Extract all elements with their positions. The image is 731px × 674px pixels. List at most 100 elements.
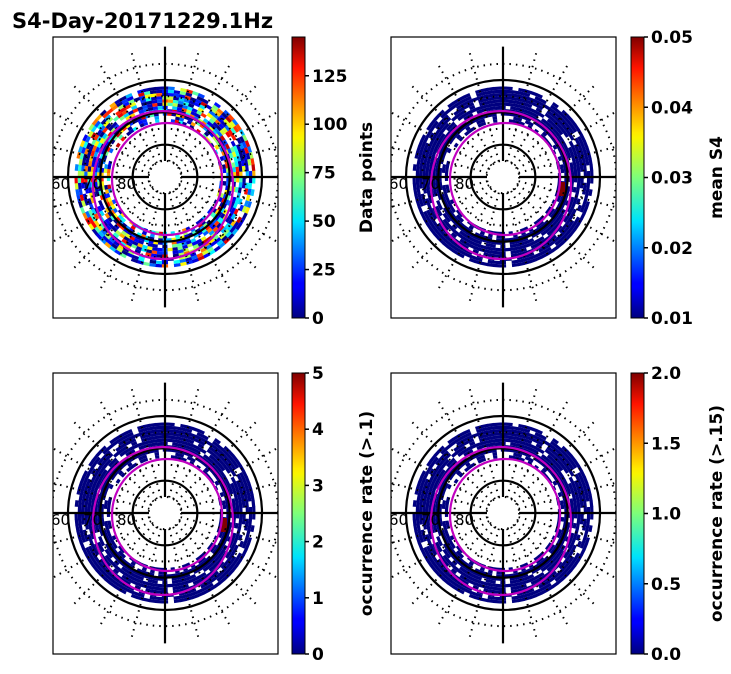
heatmap-cell — [554, 461, 561, 468]
heatmap-cell — [585, 482, 591, 490]
heatmap-cell — [185, 92, 193, 98]
heatmap-cell — [172, 435, 179, 440]
heatmap-cell — [185, 592, 192, 598]
heatmap-cell — [140, 583, 148, 589]
heatmap-cell — [213, 220, 220, 227]
heatmap-cell — [458, 217, 465, 223]
heatmap-cell — [223, 118, 230, 126]
heatmap-cell — [455, 209, 461, 215]
heatmap-cell — [550, 457, 557, 464]
heatmap-cell — [557, 114, 564, 122]
heatmap-cell — [148, 262, 156, 268]
heatmap-cell — [99, 131, 105, 138]
heatmap-cell — [98, 200, 103, 206]
heatmap-cell — [80, 176, 85, 183]
heatmap-cell — [230, 140, 237, 147]
heatmap-cell — [543, 244, 551, 250]
heatmap-cell — [572, 522, 577, 529]
heatmap-cell — [235, 123, 242, 131]
colorbar-tick-label: 3 — [312, 476, 324, 496]
heatmap-cell — [155, 89, 163, 94]
heatmap-cell — [588, 525, 593, 533]
heatmap-cell — [440, 556, 447, 563]
heatmap-cell — [459, 445, 467, 452]
heatmap-cell — [564, 560, 572, 568]
heatmap-cell — [147, 578, 154, 584]
heatmap-cell — [571, 125, 578, 133]
heatmap-cell — [447, 101, 455, 109]
heatmap-cell — [559, 486, 564, 493]
heatmap-cell — [575, 523, 580, 530]
axes-frame — [52, 36, 279, 319]
heatmap-cell — [104, 486, 109, 492]
heatmap-cell — [483, 249, 491, 254]
heatmap-cell — [579, 518, 584, 525]
heatmap-cell — [182, 247, 189, 253]
heatmap-cell — [199, 440, 206, 446]
heatmap-cell — [452, 249, 460, 256]
heatmap-cell — [514, 242, 521, 248]
heatmap-cell — [77, 512, 82, 520]
heatmap-cell — [573, 171, 578, 178]
heatmap-cell — [219, 146, 225, 153]
heatmap-cell — [413, 524, 418, 532]
heatmap-cell — [190, 111, 197, 117]
heatmap-cell — [480, 440, 487, 446]
heatmap-cell — [419, 518, 423, 525]
heatmap-cell — [481, 87, 489, 93]
heatmap-cell — [474, 259, 482, 265]
heatmap-cell — [219, 543, 225, 550]
heatmap-cell — [524, 242, 531, 248]
heatmap-cell — [471, 573, 478, 579]
heatmap-cell — [511, 262, 519, 268]
heatmap-cell — [141, 101, 148, 107]
heatmap-cell — [99, 467, 105, 474]
heatmap-cell — [203, 131, 210, 137]
heatmap-cell — [510, 250, 517, 255]
heatmap-cell — [465, 125, 471, 132]
heatmap-cell — [546, 109, 553, 117]
heatmap-cell — [546, 445, 553, 453]
heatmap-cell — [538, 220, 545, 226]
heatmap-cell — [422, 512, 426, 519]
heatmap-cell — [105, 476, 111, 483]
heatmap-cell — [464, 230, 471, 236]
heatmap-cell — [549, 213, 556, 219]
heatmap-cell — [108, 147, 114, 154]
heatmap-cell — [445, 552, 451, 559]
heatmap-cell — [117, 134, 124, 140]
heatmap-cell — [208, 126, 215, 133]
heatmap-cell — [238, 478, 245, 486]
heatmap-cell — [104, 164, 109, 169]
heatmap-cell — [567, 226, 574, 234]
heatmap-cell — [203, 241, 211, 248]
heatmap-cell — [454, 101, 462, 108]
heatmap-cell — [102, 480, 109, 487]
heatmap-cell — [509, 243, 516, 248]
heatmap-cell — [128, 456, 135, 463]
heatmap-cell — [560, 517, 565, 522]
heatmap-cell — [567, 146, 573, 153]
heatmap-cell — [102, 144, 109, 151]
heatmap-cell — [553, 558, 560, 565]
heatmap-cell — [155, 596, 163, 601]
heatmap-cell — [549, 129, 556, 136]
heatmap-cell — [554, 239, 562, 246]
heatmap-cell — [559, 235, 566, 243]
latitude-label: 60 — [51, 175, 70, 193]
heatmap-cell — [104, 232, 111, 240]
heatmap-cell — [552, 215, 558, 221]
heatmap-cell — [104, 520, 109, 526]
heatmap-cell — [459, 249, 467, 256]
heatmap-cell — [82, 212, 88, 220]
heatmap-cell — [199, 459, 205, 465]
heatmap-cell — [246, 201, 253, 209]
heatmap-cell — [474, 116, 481, 122]
heatmap-cell — [437, 210, 443, 217]
heatmap-cell — [112, 568, 120, 575]
heatmap-cell — [455, 579, 463, 586]
heatmap-cell — [151, 583, 158, 587]
heatmap-cell — [427, 143, 433, 151]
heatmap-cell — [231, 151, 237, 158]
heatmap-cell — [190, 457, 196, 463]
